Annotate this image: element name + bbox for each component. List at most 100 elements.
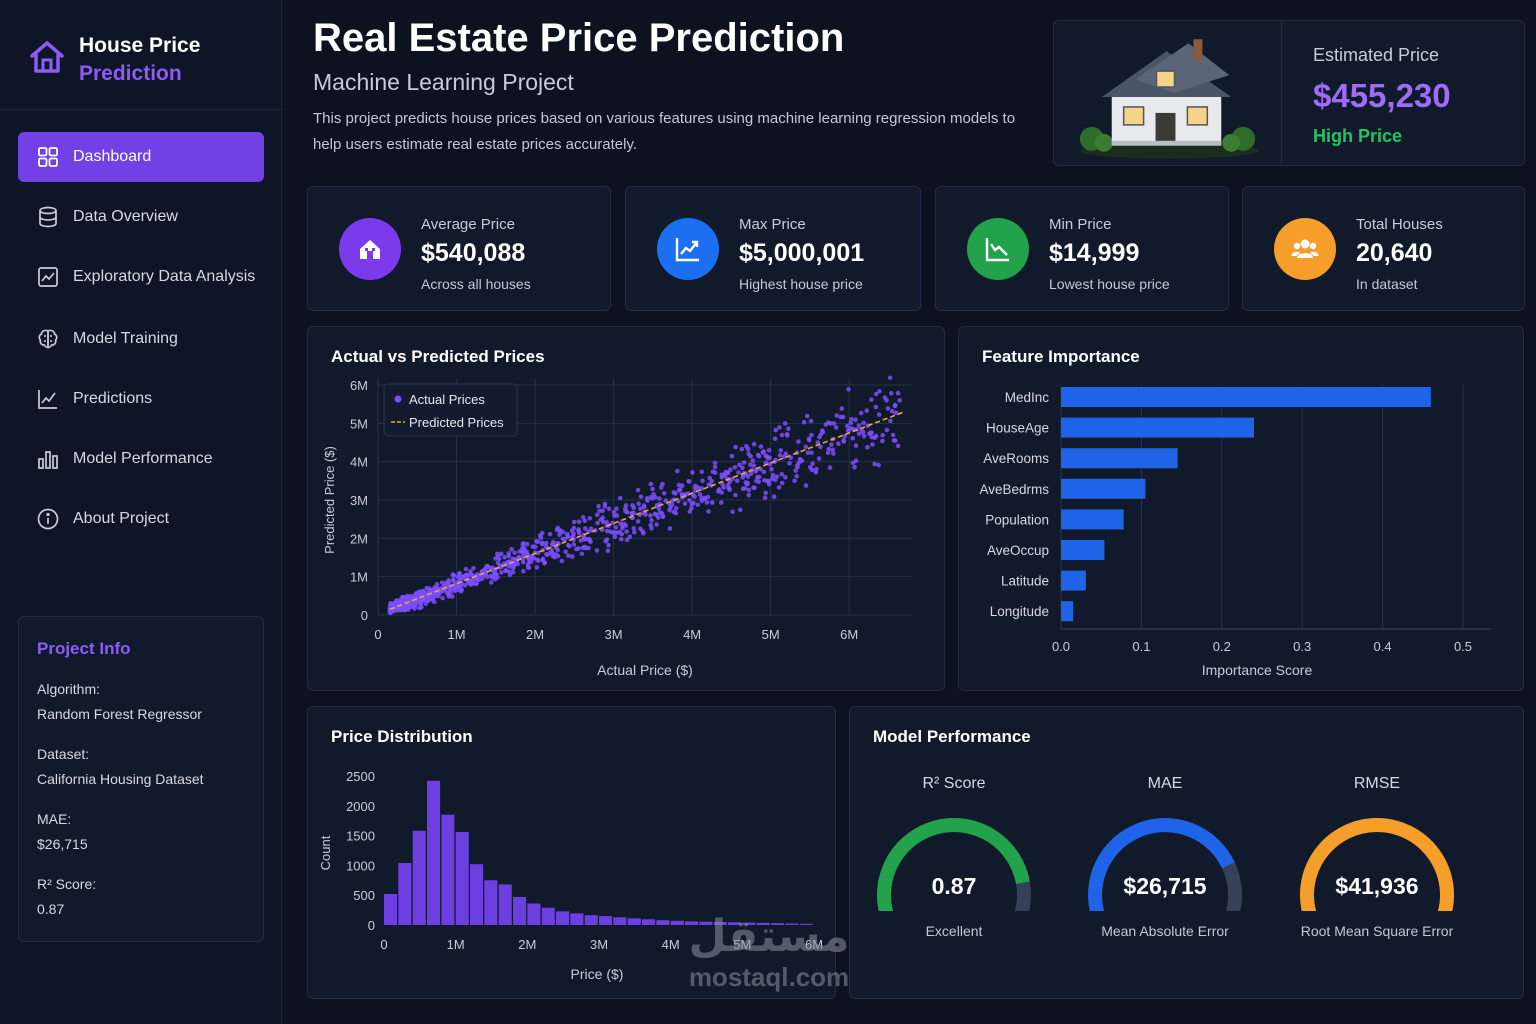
scatter-point [654, 503, 660, 509]
scatter-point [419, 604, 424, 610]
scatter-point [850, 436, 855, 441]
scatter-point [649, 526, 654, 531]
scatter-point [506, 569, 512, 574]
scatter-point [772, 436, 778, 441]
scatter-point [520, 553, 526, 559]
scatter-point [604, 519, 609, 525]
y-tick-label: 2M [350, 531, 368, 546]
feature-importance-chart: 0.0 0.1 0.2 0.3 0.4 0.5 MedInc HouseAge AveRooms… [979, 385, 1491, 678]
page-description: This project predicts house prices based… [313, 110, 1016, 153]
scatter-point [401, 603, 407, 608]
scatter-point [827, 465, 833, 470]
importance-bar [1061, 478, 1146, 499]
scatter-point [865, 444, 870, 450]
feature-importance-panel: Feature Importance 0.0 0.1 0.2 0.3 0.4 0.5 Med… [958, 326, 1524, 691]
scatter-point [603, 538, 608, 544]
y-tick-label: 6M [350, 378, 368, 393]
scatter-point [571, 525, 577, 531]
scatter-point [650, 486, 655, 492]
stat-value: 20,640 [1356, 239, 1433, 267]
scatter-point [595, 520, 600, 526]
x-tick-label: 0.5 [1454, 639, 1472, 654]
scatter-point [612, 534, 618, 540]
nav-item-model-training[interactable]: Model Training [18, 314, 264, 364]
scatter-point [614, 506, 619, 511]
importance-bar [1061, 570, 1086, 591]
y-tick-label: 0 [368, 918, 375, 933]
scatter-point [454, 584, 460, 590]
category-label: MedInc [1005, 390, 1050, 405]
x-axis-label: Actual Price ($) [597, 662, 693, 678]
nav-item-data-overview[interactable]: Data Overview [18, 192, 264, 242]
importance-bar [1061, 387, 1431, 407]
nav-item-model-performance[interactable]: Model Performance [18, 434, 264, 484]
nav-item-dashboard[interactable]: Dashboard [18, 132, 264, 182]
scatter-point [632, 529, 637, 535]
scatter-point [869, 434, 874, 440]
r2-label: R² Score: [37, 876, 97, 892]
stat-label: Min Price [1049, 216, 1112, 233]
scatter-point [534, 565, 540, 570]
scatter-point [675, 468, 680, 474]
scatter-point [809, 450, 814, 456]
scatter-point [873, 391, 879, 397]
scatter-point [779, 480, 785, 486]
scatter-point [709, 500, 715, 505]
y-tick-label: 1000 [346, 858, 375, 873]
scatter-point [734, 478, 740, 483]
legend-label: Actual Prices [409, 392, 485, 407]
scatter-point [667, 526, 673, 531]
scatter-point [792, 478, 797, 484]
scatter-point [520, 542, 525, 547]
scatter-point [750, 458, 756, 463]
x-axis-label: Price ($) [571, 966, 624, 982]
scatter-point [833, 425, 839, 430]
scatter-point [648, 495, 654, 500]
scatter-point [544, 540, 549, 546]
scatter-point [679, 492, 685, 497]
scatter-point [748, 462, 753, 467]
scatter-point [889, 408, 895, 414]
stat-card-total: Total Houses 20,640 In dataset [1242, 186, 1525, 311]
scatter-point [709, 478, 714, 484]
category-label: HouseAge [986, 421, 1049, 436]
histogram-bar [556, 911, 570, 925]
stat-label: Max Price [739, 216, 806, 233]
scatter-point [770, 472, 776, 478]
scatter-point [468, 582, 474, 587]
scatter-point [890, 432, 896, 438]
x-axis-label: Importance Score [1202, 662, 1313, 678]
scatter-point [778, 448, 783, 453]
scatter-point [560, 536, 566, 542]
scatter-point [450, 594, 455, 599]
scatter-point [873, 404, 879, 410]
scatter-point [540, 556, 546, 562]
scatter-point [582, 544, 587, 550]
scatter-point [836, 441, 841, 446]
scatter-point [825, 450, 831, 456]
nav-item-eda[interactable]: Exploratory Data Analysis [18, 252, 264, 302]
scatter-point [710, 469, 716, 474]
scatter-point [804, 413, 810, 419]
scatter-point [826, 420, 831, 425]
x-tick-label: 3M [605, 627, 623, 642]
scatter-point [485, 574, 490, 580]
brand-title-line1: House Price [79, 34, 201, 57]
nav-item-predictions[interactable]: Predictions [18, 374, 264, 424]
scatter-point [627, 534, 633, 540]
scatter-point [545, 552, 550, 557]
scatter-point [517, 549, 522, 554]
scatter-point [641, 530, 646, 536]
nav-item-about[interactable]: About Project [18, 494, 264, 544]
x-tick-label: 1M [447, 937, 465, 952]
legend-box [383, 383, 518, 437]
scatter-point [600, 508, 605, 513]
brand-title-line2: Prediction [79, 62, 182, 85]
nav-label: Model Training [73, 330, 178, 347]
scatter-point [638, 526, 643, 531]
bar-chart-icon [38, 451, 58, 469]
users-icon [1274, 218, 1336, 280]
scatter-point [525, 541, 530, 547]
gauge-fill [1088, 818, 1235, 911]
histogram-bar [685, 921, 699, 925]
